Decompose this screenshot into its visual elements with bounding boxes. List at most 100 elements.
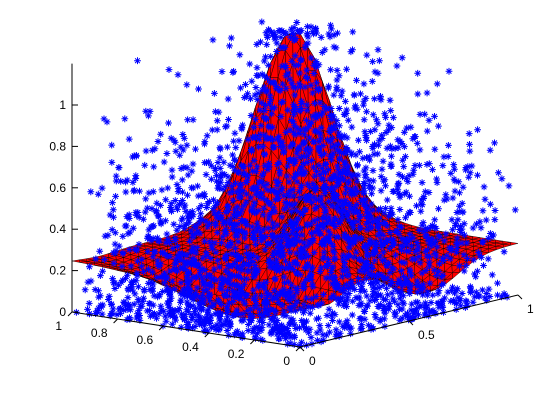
scatter-point	[270, 187, 278, 195]
scatter-point	[388, 289, 396, 297]
scatter-point	[229, 226, 236, 233]
scatter-point	[168, 208, 175, 215]
scatter-point	[325, 82, 332, 90]
scatter-point	[149, 188, 157, 196]
scatter-point	[324, 219, 332, 227]
scatter-point	[469, 224, 477, 232]
scatter-point	[261, 150, 268, 158]
scatter-point	[434, 290, 442, 298]
scatter-point	[453, 245, 461, 252]
scatter-point	[394, 190, 402, 197]
scatter-point	[242, 198, 250, 206]
scatter-point	[301, 264, 308, 271]
scatter-point	[511, 206, 519, 214]
scatter-point	[273, 48, 280, 55]
scatter-point	[458, 200, 466, 207]
scatter-point	[412, 255, 419, 263]
x-tick-mark	[408, 320, 414, 326]
scatter-point	[302, 195, 310, 203]
scatter-point	[222, 218, 230, 226]
scatter-point	[249, 326, 257, 334]
scatter-point	[181, 222, 189, 229]
scatter-point	[251, 199, 259, 207]
scatter-point	[189, 231, 196, 239]
surface-facet	[502, 243, 511, 248]
scatter-point	[417, 207, 425, 215]
scatter-point	[432, 252, 440, 260]
scatter-point	[253, 219, 261, 227]
scatter-point	[303, 324, 310, 332]
scatter-point	[272, 266, 280, 274]
scatter-point	[380, 303, 388, 310]
scatter-point	[333, 145, 341, 153]
scatter-point	[481, 195, 489, 203]
scatter-point	[381, 315, 388, 323]
scatter-point	[356, 267, 364, 275]
scatter-point	[362, 196, 370, 204]
scatter-point	[268, 110, 275, 118]
scatter-point	[249, 167, 256, 175]
scatter-point	[145, 233, 152, 240]
scatter-point	[360, 167, 368, 175]
scatter-point	[209, 205, 217, 212]
scatter-point	[147, 223, 155, 231]
scatter-point	[396, 193, 404, 201]
scatter-point	[181, 201, 189, 209]
scatter-point	[367, 272, 375, 279]
scatter-point	[338, 273, 346, 281]
scatter-point	[317, 197, 325, 205]
scatter-point	[390, 187, 398, 195]
scatter-point	[266, 291, 274, 299]
y-tick-mark	[295, 346, 301, 352]
scatter-point	[171, 314, 179, 321]
scatter-point	[207, 162, 215, 170]
scatter-point	[168, 277, 176, 285]
scatter-point	[259, 211, 267, 219]
scatter-point	[324, 322, 332, 329]
scatter-point	[176, 151, 184, 159]
scatter-point	[205, 293, 213, 300]
scatter-point	[304, 23, 311, 30]
scatter-point	[342, 319, 350, 327]
scatter-point	[298, 338, 305, 346]
scatter-point	[225, 331, 233, 339]
scatter-point	[500, 290, 508, 298]
scatter-point	[444, 288, 452, 296]
scatter-point	[370, 150, 378, 158]
scatter-point	[377, 187, 385, 195]
scatter-point	[471, 270, 478, 278]
scatter-point	[418, 179, 426, 186]
x-tick-label: 0	[309, 354, 316, 368]
scatter-point	[418, 201, 426, 209]
scatter-point	[229, 151, 236, 159]
scatter-point	[322, 274, 330, 282]
scatter-point	[331, 274, 339, 282]
scatter-point	[332, 183, 340, 190]
scatter-point	[279, 98, 287, 105]
scatter-point	[329, 263, 337, 271]
scatter-point	[138, 256, 146, 263]
scatter-point	[200, 190, 208, 198]
scatter-point	[301, 83, 309, 91]
scatter-point	[250, 324, 258, 332]
scatter-point	[276, 86, 284, 94]
scatter-point	[185, 269, 193, 277]
scatter-point	[231, 156, 239, 164]
scatter-point	[347, 171, 355, 178]
scatter-point	[233, 289, 241, 296]
scatter-point	[213, 321, 221, 329]
scatter-point	[340, 132, 348, 140]
scatter-point	[213, 172, 220, 179]
scatter-point	[97, 272, 104, 279]
scatter-point	[168, 166, 176, 174]
scatter-point	[399, 156, 407, 164]
scatter-point	[280, 273, 288, 281]
scatter-point	[362, 134, 370, 141]
scatter-point	[433, 80, 441, 88]
scatter-point	[343, 266, 351, 274]
y-tick-mark	[250, 339, 255, 345]
scatter-point	[200, 326, 208, 334]
scatter-point	[227, 239, 234, 246]
scatter-point	[315, 314, 322, 322]
scatter-point	[226, 215, 234, 223]
